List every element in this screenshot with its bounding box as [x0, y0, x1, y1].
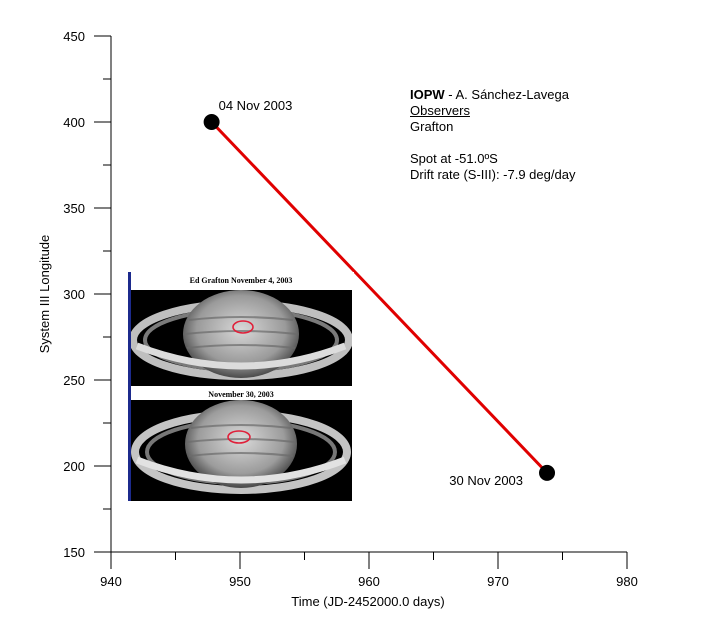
- info-spot: Spot at -51.0ºS: [410, 151, 498, 166]
- spot-circle-bottom: [227, 430, 251, 444]
- info-org-bold: IOPW: [410, 87, 445, 102]
- x-axis-title: Time (JD-2452000.0 days): [291, 594, 444, 609]
- inset-caption-top: Ed Grafton November 4, 2003: [189, 276, 293, 285]
- info-drift: Drift rate (S-III): -7.9 deg/day: [410, 167, 576, 182]
- data-marks: 04 Nov 2003 30 Nov 2003: [203, 98, 556, 488]
- axes: 150 200 250 300 350 400 450 940 950 960 970 980: [63, 29, 638, 589]
- y-axis-title: System III Longitude: [37, 235, 52, 354]
- inset-left-bar: [128, 272, 131, 501]
- y-tick-label: 300: [63, 287, 85, 302]
- inset-caption-bottom: November 30, 2003: [208, 390, 274, 399]
- spot-circle-top: [232, 320, 254, 334]
- data-label: 04 Nov 2003: [219, 98, 293, 113]
- data-point: [539, 464, 556, 481]
- y-tick-label: 250: [63, 373, 85, 388]
- info-observers-heading: Observers: [410, 103, 470, 118]
- y-tick-label: 150: [63, 545, 85, 560]
- saturn-image-inset: Ed Grafton November 4, 2003 November 30: [128, 272, 354, 502]
- y-tick-label: 400: [63, 115, 85, 130]
- info-org-line: IOPW - A. Sánchez-Lavega: [410, 87, 575, 103]
- y-tick-label: 350: [63, 201, 85, 216]
- drift-line: [210, 120, 549, 474]
- x-tick-label: 960: [358, 574, 380, 589]
- info-observer: Grafton: [410, 119, 454, 134]
- x-tick-label: 980: [616, 574, 638, 589]
- data-point: [203, 114, 220, 130]
- saturn-image-bottom: [131, 400, 352, 501]
- y-tick-label: 200: [63, 459, 85, 474]
- x-tick-label: 970: [487, 574, 509, 589]
- data-label: 30 Nov 2003: [449, 473, 523, 488]
- x-tick-label: 950: [229, 574, 251, 589]
- saturn-image-top: [131, 290, 352, 386]
- observation-info: IOPW - A. Sánchez-Lavega Observers Graft…: [410, 87, 575, 183]
- x-tick-label: 940: [100, 574, 122, 589]
- info-org-rest: - A. Sánchez-Lavega: [444, 87, 569, 102]
- y-tick-label: 450: [63, 29, 85, 44]
